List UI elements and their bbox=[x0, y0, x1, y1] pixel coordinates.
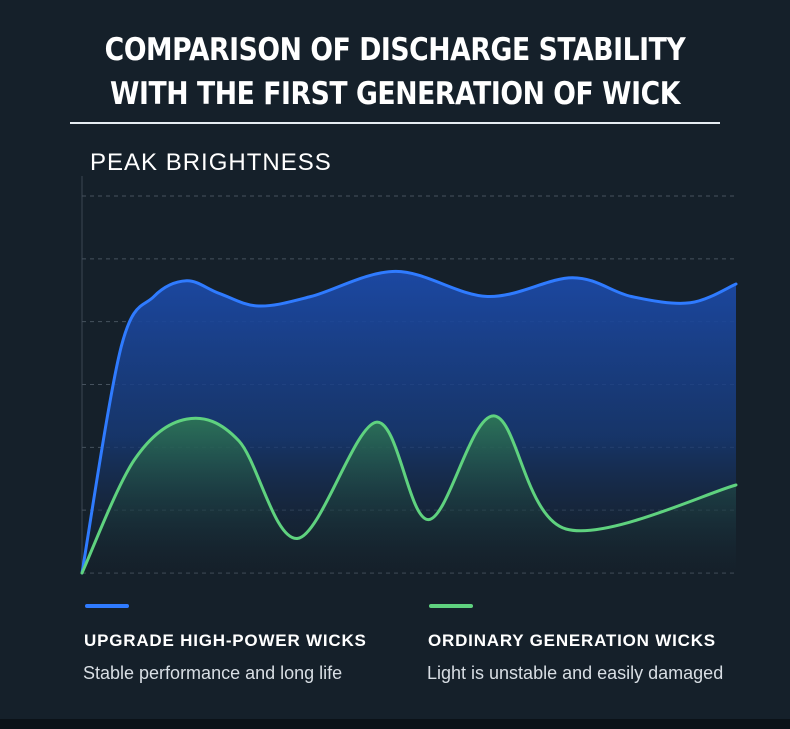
legend-swatch-ordinary bbox=[429, 604, 473, 608]
legend-desc-ordinary: Light is unstable and easily damaged bbox=[427, 663, 724, 683]
series-line-ordinary bbox=[80, 414, 738, 575]
chart-title-line-1: COMPARISON OF DISCHARGE STABILITY bbox=[104, 32, 686, 68]
title-underline bbox=[70, 122, 720, 124]
chart-title-line-2: WITH THE FIRST GENERATION OF WICK bbox=[109, 76, 681, 112]
legend-label-upgrade: UPGRADE HIGH-POWER WICKS bbox=[84, 631, 367, 650]
legend-label-ordinary: ORDINARY GENERATION WICKS bbox=[428, 631, 716, 650]
chart-title: COMPARISON OF DISCHARGE STABILITY WITH T… bbox=[0, 28, 790, 116]
series-layer bbox=[80, 269, 738, 575]
y-axis-label: PEAK BRIGHTNESS bbox=[90, 149, 332, 176]
legend-desc-upgrade: Stable performance and long life bbox=[83, 663, 343, 683]
legend-swatch-upgrade bbox=[85, 604, 129, 608]
bottom-bar bbox=[0, 719, 790, 729]
series-area-ordinary bbox=[82, 415, 736, 573]
series-line-upgrade bbox=[80, 269, 738, 575]
